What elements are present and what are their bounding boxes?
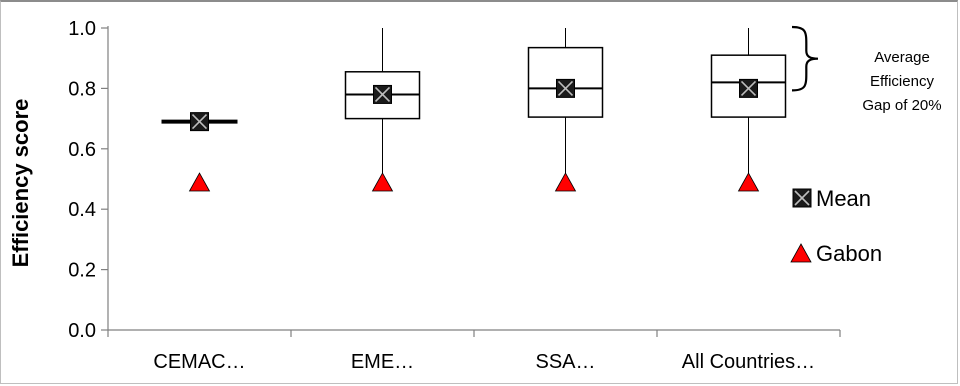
mean-marker (739, 78, 758, 98)
y-tick-label: 0.4 (68, 199, 96, 221)
mean-cross (794, 190, 810, 206)
y-tick-label: 0.6 (68, 139, 96, 161)
efficiency-gap-annotation: Average Efficiency Gap of 20% (791, 25, 942, 114)
y-tick-label: 1.0 (68, 18, 96, 40)
legend-gabon-icon (790, 243, 812, 263)
mean-cross (374, 86, 391, 103)
gabon-marker (554, 172, 577, 192)
x-tick-label: All Countries… (682, 351, 815, 373)
gabon-marker (188, 172, 211, 192)
x-tick-label: EME… (351, 351, 414, 373)
legend-gabon-label: Gabon (816, 241, 882, 266)
annotation-line: Gap of 20% (862, 97, 941, 114)
brace (791, 25, 819, 92)
y-axis-label: Efficiency score (8, 99, 33, 268)
gabon-marker (737, 172, 760, 192)
legend-mean-label: Mean (816, 186, 871, 211)
plot-area: 0.0 0.2 0.4 0.6 0.8 1.0 CEMAC… EME… SSA… All Coun… (68, 18, 841, 373)
gabon-marker (371, 172, 394, 192)
x-tick-label: SSA… (535, 351, 595, 373)
mean-cross (557, 80, 574, 96)
mean-cross (191, 114, 208, 130)
annotation-line: Efficiency (870, 73, 934, 90)
y-tick-label: 0.2 (68, 260, 96, 282)
legend-mean-icon (792, 188, 812, 208)
annotation-line: Average (874, 49, 930, 66)
mean-marker (190, 112, 209, 132)
legend: Mean Gabon (790, 186, 882, 266)
x-tick-label: CEMAC… (153, 351, 245, 373)
y-tick-label: 0.8 (68, 78, 96, 100)
mean-marker (373, 84, 392, 104)
mean-cross (740, 80, 757, 96)
y-tick-label: 0.0 (68, 320, 96, 342)
mean-marker (556, 78, 575, 98)
